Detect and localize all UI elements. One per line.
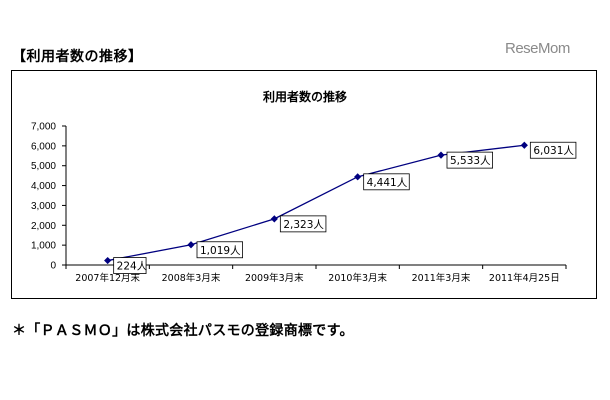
data-point xyxy=(520,141,528,149)
y-tick-label: 2,000 xyxy=(31,221,56,232)
y-tick-label: 3,000 xyxy=(31,201,56,212)
data-label: 224人 xyxy=(117,261,148,273)
data-point xyxy=(354,173,362,181)
x-tick-label: 2011年4月25日 xyxy=(489,272,560,284)
x-tick-label: 2008年3月末 xyxy=(162,272,221,284)
y-tick-label: 4,000 xyxy=(31,181,56,192)
page-heading: 【利用者数の推移】 xyxy=(12,49,143,65)
data-label: 1,019人 xyxy=(200,245,241,257)
data-label-box xyxy=(363,173,410,191)
data-label: 4,441人 xyxy=(367,177,408,189)
data-point xyxy=(270,215,278,223)
y-tick-label: 1,000 xyxy=(31,241,56,252)
data-label: 2,323人 xyxy=(283,219,324,231)
data-label-box xyxy=(446,151,493,169)
data-label: 5,533人 xyxy=(450,155,491,167)
x-tick-label: 2011年3月末 xyxy=(412,272,471,284)
y-tick-label: 0 xyxy=(50,261,56,272)
data-point xyxy=(187,241,195,249)
watermark-logo: ReseMom xyxy=(505,40,570,57)
data-label: 6,031人 xyxy=(533,145,574,157)
data-point xyxy=(437,151,445,159)
footnote: ＊「ＰＡＳＭＯ」は株式会社パスモの登録商標です。 xyxy=(12,323,354,339)
data-label-box xyxy=(279,215,327,233)
data-point xyxy=(104,256,112,265)
y-tick-label: 7,000 xyxy=(31,122,56,133)
y-tick-label: 6,000 xyxy=(31,141,56,152)
data-label-box xyxy=(113,257,147,274)
chart-title: 利用者数の推移 xyxy=(262,90,347,104)
data-label-box xyxy=(196,241,243,259)
y-tick-label: 5,000 xyxy=(31,161,56,172)
x-tick-label: 2007年12月末 xyxy=(75,272,140,284)
x-tick-label: 2009年3月末 xyxy=(245,272,304,284)
x-tick-label: 2010年3月末 xyxy=(328,272,387,284)
data-label-box xyxy=(529,141,577,159)
